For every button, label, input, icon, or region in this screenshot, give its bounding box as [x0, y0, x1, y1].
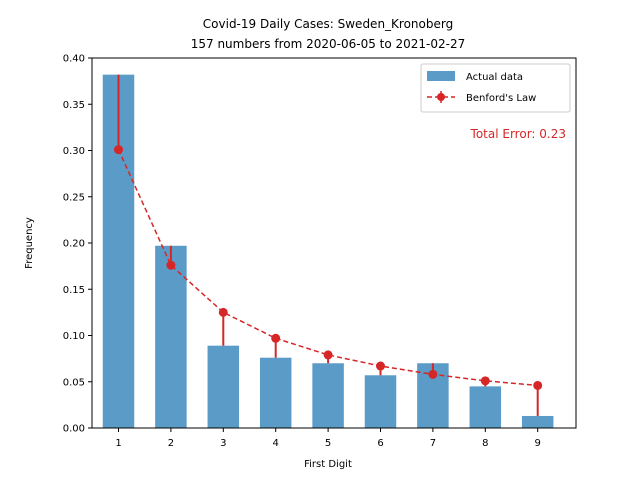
benford-line [117, 149, 538, 387]
bar-digit-6 [364, 375, 397, 428]
x-tick-label: 2 [168, 438, 174, 449]
y-axis-label: Frequency [24, 217, 35, 269]
bar-digit-5 [312, 363, 344, 428]
benford-point-digit-4 [271, 333, 281, 343]
benford-point-digit-5 [323, 350, 333, 360]
legend-box [420, 63, 571, 113]
chart-subtitle: 157 numbers from 2020-06-05 to 2021-02-2… [191, 37, 466, 51]
legend-actual-label: Actual data [466, 72, 523, 83]
bar-digit-2 [155, 245, 187, 428]
y-tick-label: 0.05 [63, 377, 85, 388]
chart-title: Covid-19 Daily Cases: Sweden_Kronoberg [203, 17, 453, 31]
benford-point-digit-1 [114, 145, 123, 155]
benford-point-digit-8 [480, 376, 490, 386]
x-tick-label: 7 [430, 438, 436, 449]
y-tick-label: 0.15 [63, 285, 85, 296]
bar-digit-4 [259, 357, 292, 428]
x-tick-label: 9 [535, 438, 541, 449]
y-tick-label: 0.00 [63, 424, 85, 435]
y-tick-label: 0.40 [63, 54, 85, 65]
total-error-annotation: Total Error: 0.23 [470, 127, 566, 141]
x-tick-label: 5 [325, 438, 331, 449]
x-tick-label: 1 [115, 438, 121, 449]
bar-digit-9 [521, 415, 554, 428]
benford-point-digit-2 [166, 260, 176, 270]
x-tick-label: 3 [220, 438, 226, 449]
y-tick-label: 0.20 [63, 239, 85, 250]
y-tick-label: 0.10 [63, 331, 85, 342]
x-tick-label: 4 [273, 438, 279, 449]
legend-benford-label: Benford's Law [466, 93, 536, 104]
benford-point-digit-7 [428, 369, 438, 379]
x-tick-label: 8 [482, 438, 488, 449]
y-tick-label: 0.35 [63, 100, 85, 111]
y-tick-label: 0.25 [63, 192, 85, 203]
y-tick-label: 0.30 [63, 146, 85, 157]
bar-digit-8 [469, 386, 502, 428]
benford-point-digit-3 [218, 307, 228, 317]
benford-point-digit-9 [533, 380, 543, 390]
benford-point-digit-6 [376, 361, 385, 371]
x-tick-label: 6 [377, 438, 383, 449]
legend: Actual data Benford's Law [420, 63, 571, 113]
bar-digit-3 [207, 345, 240, 428]
x-axis-label: First Digit [304, 459, 352, 470]
legend-bar-swatch [427, 71, 455, 81]
